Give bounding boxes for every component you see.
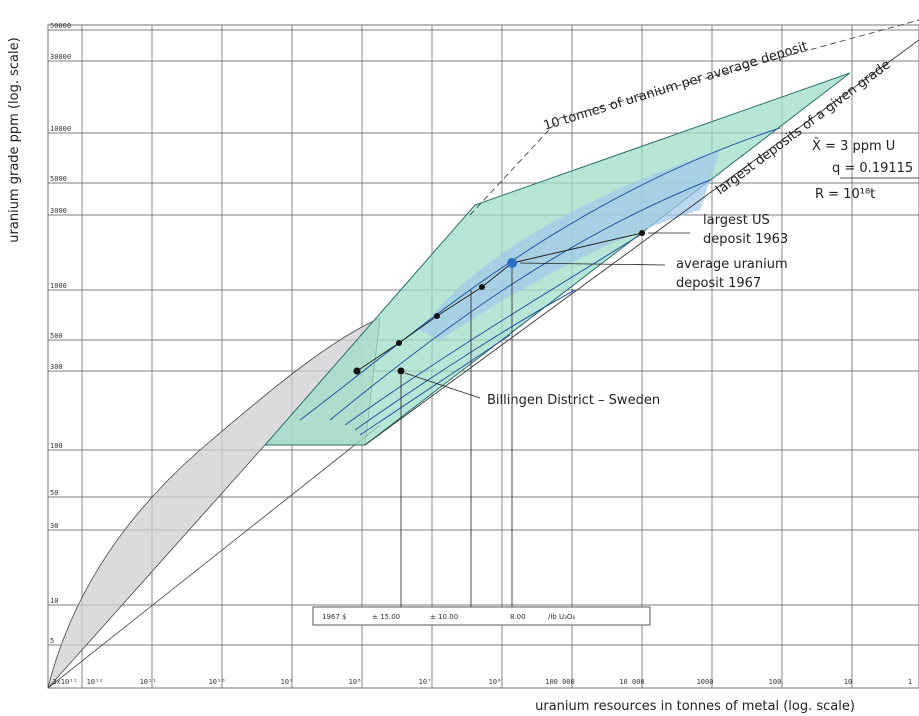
x-tick-label: 1000 <box>697 678 714 686</box>
x-tick-label: 10⁸ <box>349 678 362 686</box>
price-label: 1967 $ <box>322 613 347 621</box>
annotation: R = 10¹⁸t <box>815 187 875 202</box>
x-tick-label: 10⁹ <box>281 678 294 686</box>
blue-region <box>420 150 720 340</box>
y-axis-label: uranium grade ppm (log. scale) <box>7 37 22 242</box>
x-tick-label: 10¹¹ <box>140 678 157 686</box>
price-labels: 1967 $ ± 15.00 ± 10.00 8.00/lb U₃O₈ <box>322 613 575 621</box>
y-tick-label: 30 <box>50 522 58 530</box>
average-point <box>507 258 517 268</box>
annotation: Billingen District – Sweden <box>487 393 660 408</box>
annotation: q = 0.19115 <box>832 161 913 176</box>
y-tick-label: 50 <box>50 489 58 497</box>
price-box <box>312 606 651 626</box>
price-label: 8.00 <box>510 613 526 621</box>
y-tick-label: 500 <box>50 332 63 340</box>
y-tick-label: 300 <box>50 363 63 371</box>
annotation: deposit 1963 <box>703 232 788 247</box>
x-tick-label: 10 000 <box>619 678 644 686</box>
lower-line <box>47 424 381 689</box>
y-tick-label: 10 <box>50 597 58 605</box>
y-tick-label: 3000 <box>50 207 67 215</box>
price-label: ± 10.00 <box>430 613 458 621</box>
x-tick-label: 10¹² <box>87 678 104 686</box>
x-tick-label: 3x10¹² <box>52 678 77 686</box>
annotation: average uranium <box>676 257 788 272</box>
plot-frame <box>47 24 919 689</box>
ticks: 50000 30000 10000 5000 3000 1000 500 300 100 50 30… <box>50 22 912 686</box>
annotation: largest US <box>703 213 770 228</box>
y-tick-label: 50000 <box>50 22 71 30</box>
y-tick-label: 1000 <box>50 282 67 290</box>
ten-tonnes-line <box>469 117 561 216</box>
x-tick-label: 10⁷ <box>419 678 432 686</box>
y-tick-label: 5 <box>50 637 54 645</box>
x-axis-label: uranium resources in tonnes of metal (lo… <box>535 699 855 714</box>
points <box>353 230 645 375</box>
largest-deposits-line <box>364 39 919 446</box>
ten-tonnes-line <box>559 19 919 119</box>
x-tick-label: 100 000 <box>545 678 575 686</box>
grid <box>47 24 919 689</box>
price-label: /lb U₃O₈ <box>548 613 575 621</box>
x-tick-label: 10 <box>844 678 852 686</box>
x-tick-label: 1 <box>908 678 912 686</box>
annotation: deposit 1967 <box>676 276 761 291</box>
x-tick-label: 10⁶ <box>489 678 502 686</box>
leader-lines <box>400 177 919 607</box>
x-tick-label: 100 <box>769 678 782 686</box>
y-tick-label: 100 <box>50 442 63 450</box>
y-tick-label: 30000 <box>50 53 71 61</box>
price-label: ± 15.00 <box>372 613 400 621</box>
trend-line <box>356 232 643 372</box>
x-tick-label: 10¹⁰ <box>209 678 226 686</box>
annotation: X̄ = 3 ppm U <box>812 139 895 154</box>
y-tick-label: 10000 <box>50 125 71 133</box>
contours <box>299 127 781 436</box>
y-tick-label: 5000 <box>50 175 67 183</box>
